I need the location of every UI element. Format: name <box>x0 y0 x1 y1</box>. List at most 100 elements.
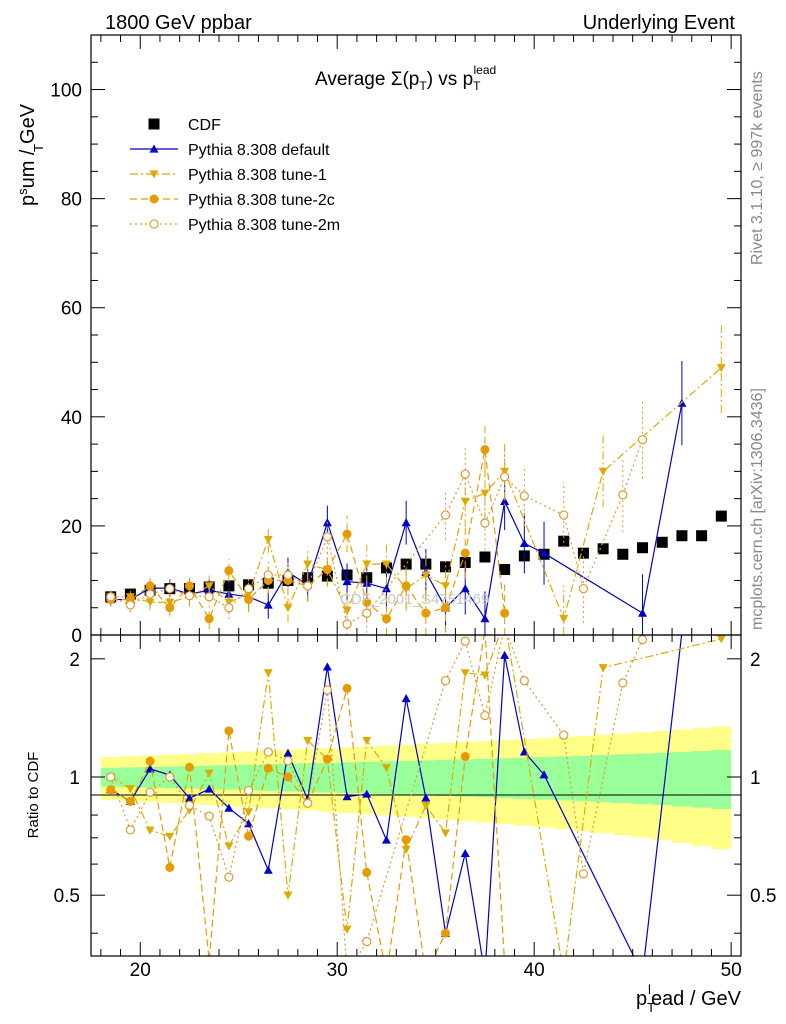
stat-band <box>711 750 732 809</box>
data-point <box>519 491 529 501</box>
ratio-point <box>322 754 332 764</box>
ratio-point <box>283 772 293 782</box>
series-4 <box>106 400 648 956</box>
stat-band <box>573 755 594 802</box>
stat-band <box>475 758 495 798</box>
stat-band <box>494 758 515 799</box>
data-point <box>480 518 490 528</box>
series-1 <box>106 361 687 956</box>
series-line <box>110 403 683 621</box>
ratio-point <box>283 891 293 900</box>
y-tick-label: 100 <box>50 81 82 102</box>
stat-band <box>317 762 338 793</box>
ratio-point <box>460 848 470 857</box>
ratio-point <box>224 726 234 736</box>
data-point <box>145 581 155 591</box>
data-point <box>342 619 352 629</box>
stat-band <box>534 757 554 800</box>
ratio-point <box>480 710 490 721</box>
legend-marker <box>149 170 159 179</box>
ratio-point <box>263 763 273 773</box>
analysis-watermark: CDF_2001_S4751469 <box>340 591 489 608</box>
data-point <box>263 600 273 609</box>
data-point <box>125 600 136 610</box>
ratio-point <box>244 831 254 841</box>
ratio-point <box>106 772 116 782</box>
data-point <box>460 548 470 558</box>
ratio-point <box>342 925 352 934</box>
data-point <box>499 564 511 576</box>
ratio-point <box>381 835 391 844</box>
stat-band <box>297 763 318 792</box>
data-point <box>283 604 293 613</box>
y-tick-label: 20 <box>61 517 82 538</box>
ratio-point <box>362 789 372 798</box>
x-tick-label: 30 <box>327 960 348 981</box>
legend-label: Pythia 8.308 default <box>188 142 330 159</box>
data-point <box>283 570 293 580</box>
data-point <box>597 543 609 555</box>
data-point <box>263 535 273 545</box>
ratio-tick-label: 1 <box>69 768 80 789</box>
data-point <box>362 560 372 569</box>
data-point <box>618 490 628 500</box>
data-point <box>460 584 470 593</box>
data-point <box>322 532 333 542</box>
ratio-point <box>224 803 234 812</box>
ratio-point <box>283 756 293 766</box>
ratio-tick-label: 0.5 <box>54 886 80 907</box>
ratio-point <box>303 798 313 808</box>
data-point <box>480 614 490 623</box>
ratio-point <box>539 770 549 779</box>
data-point <box>381 560 391 569</box>
legend-marker <box>149 194 159 204</box>
ratio-point <box>303 736 313 746</box>
stat-band <box>553 756 574 801</box>
stat-band <box>672 751 692 807</box>
series-layer <box>105 322 727 956</box>
ratio-point <box>441 928 451 938</box>
data-point <box>598 467 608 476</box>
stat-band <box>514 757 535 799</box>
data-point <box>400 558 412 570</box>
legend-label: Pythia 8.308 tune-1 <box>188 167 327 184</box>
ratio-point <box>460 669 470 678</box>
ratio-point <box>342 683 352 693</box>
y-tick-label: 0 <box>71 626 82 647</box>
data-point <box>263 570 273 580</box>
header-right: Underlying Event <box>583 12 736 34</box>
data-point <box>303 581 313 591</box>
data-point <box>204 614 214 624</box>
ratio-point <box>184 793 194 802</box>
data-point <box>342 529 352 539</box>
ratio-point <box>204 769 214 778</box>
data-point <box>401 581 411 591</box>
ratio-tick-label: 2 <box>69 650 80 671</box>
data-point <box>539 548 549 557</box>
data-point <box>500 608 510 618</box>
ratio-point <box>125 796 135 806</box>
series-3 <box>106 422 510 956</box>
legend-label: Pythia 8.308 tune-2c <box>188 192 335 209</box>
data-point <box>342 606 352 615</box>
series-line <box>110 367 722 621</box>
ratio-point <box>224 842 234 851</box>
data-point <box>559 615 569 624</box>
ratio-point <box>618 678 628 688</box>
data-point <box>145 589 155 599</box>
ratio-y-label: Ratio to CDF <box>25 752 42 839</box>
legend-marker <box>149 144 159 153</box>
ratio-point <box>342 792 352 801</box>
x-axis-label: pTlead / GeV <box>636 982 742 1015</box>
ratio-point <box>263 865 273 874</box>
data-point <box>184 591 195 601</box>
data-point <box>480 489 490 498</box>
ratio-point <box>559 730 569 740</box>
data-point <box>184 581 194 591</box>
data-point <box>578 583 589 594</box>
ratio-point <box>322 662 332 671</box>
ratio-point <box>283 748 293 757</box>
legend-label: Pythia 8.308 tune-2m <box>188 217 340 234</box>
ratio-tick-label: 2 <box>750 650 761 671</box>
